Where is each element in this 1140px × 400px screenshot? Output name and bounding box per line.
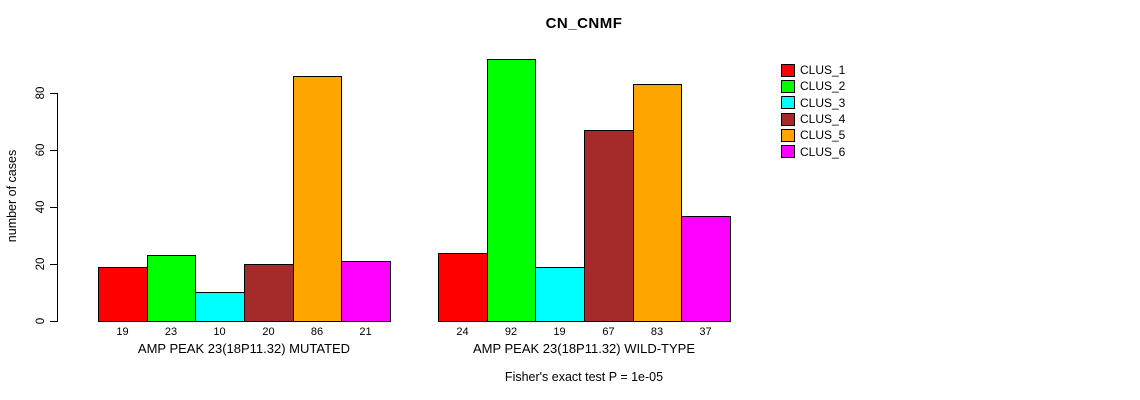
legend-item: CLUS_1	[781, 62, 845, 78]
y-tick-label: 20	[35, 257, 47, 271]
legend-label: CLUS_6	[800, 144, 846, 159]
bar-value-label: 37	[699, 326, 712, 338]
legend-label: CLUS_4	[800, 112, 846, 127]
bar-value-label: 19	[553, 326, 566, 338]
bar	[584, 130, 634, 322]
legend-item: CLUS_6	[781, 143, 845, 159]
footnote: Fisher's exact test P = 1e-05	[504, 370, 664, 384]
y-tick-mark	[50, 150, 57, 151]
legend-item: CLUS_5	[781, 127, 845, 143]
legend-label: CLUS_5	[800, 128, 846, 143]
bar	[293, 76, 342, 322]
chart-title: CN_CNMF	[545, 15, 623, 32]
legend-swatch	[781, 128, 795, 142]
legend-item: CLUS_2	[781, 78, 845, 94]
bar-value-label: 86	[310, 326, 324, 338]
bar	[147, 255, 196, 322]
y-axis-label: number of cases	[5, 149, 19, 243]
bar	[487, 59, 536, 322]
bar	[244, 264, 294, 322]
bar	[341, 261, 391, 322]
y-tick-mark	[50, 93, 57, 94]
legend: CLUS_1 CLUS_2 CLUS_3 CLUS_4 CLUS_5 CLUS_6	[781, 62, 845, 160]
bar	[195, 292, 245, 322]
bar	[633, 84, 682, 322]
group-label: AMP PEAK 23(18P11.32) MUTATED	[137, 341, 351, 356]
group-label: AMP PEAK 23(18P11.32) WILD-TYPE	[472, 341, 696, 356]
legend-swatch	[781, 145, 795, 159]
y-tick-label: 80	[35, 86, 47, 100]
y-axis	[57, 93, 58, 322]
legend-swatch	[781, 96, 795, 110]
legend-label: CLUS_2	[800, 79, 846, 94]
bar-value-label: 19	[116, 326, 129, 338]
bar-value-label: 67	[602, 326, 615, 338]
y-tick-mark	[50, 264, 57, 265]
legend-label: CLUS_1	[800, 63, 846, 78]
bar	[438, 253, 488, 322]
bar-value-label: 23	[164, 326, 178, 338]
bar	[535, 267, 585, 322]
bar-value-label: 92	[504, 326, 518, 338]
y-tick-label: 40	[35, 200, 47, 214]
y-tick-mark	[50, 321, 57, 322]
bar-value-label: 24	[456, 326, 469, 338]
bar-value-label: 21	[359, 326, 372, 338]
legend-swatch	[781, 63, 795, 77]
legend-item: CLUS_4	[781, 111, 845, 127]
bar	[98, 267, 148, 322]
bar-value-label: 10	[213, 326, 226, 338]
legend-label: CLUS_3	[800, 95, 846, 110]
y-tick-mark	[50, 207, 57, 208]
y-tick-label: 0	[35, 317, 47, 325]
y-tick-label: 60	[35, 143, 47, 157]
bar-value-label: 20	[262, 326, 275, 338]
legend-item: CLUS_3	[781, 95, 845, 111]
legend-swatch	[781, 112, 795, 126]
bar	[681, 216, 731, 322]
bar-value-label: 83	[650, 326, 664, 338]
legend-swatch	[781, 79, 795, 93]
